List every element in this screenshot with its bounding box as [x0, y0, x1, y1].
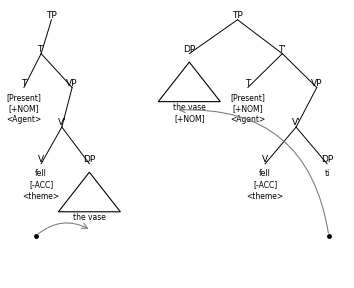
Text: [Present]
[+NOM]
<Agent>: [Present] [+NOM] <Agent>: [6, 93, 41, 124]
Text: TP: TP: [232, 11, 243, 20]
Text: V: V: [262, 155, 268, 164]
Text: T: T: [245, 79, 251, 88]
Text: fell
[-ACC]
<theme>: fell [-ACC] <theme>: [23, 169, 60, 201]
Text: the vase
[+NOM]: the vase [+NOM]: [173, 103, 206, 123]
Text: T': T': [37, 45, 45, 54]
Text: TP: TP: [46, 11, 57, 20]
Text: the vase: the vase: [73, 213, 106, 222]
Text: fell
[-ACC]
<theme>: fell [-ACC] <theme>: [246, 169, 284, 201]
Text: DP: DP: [321, 155, 333, 164]
Text: V: V: [38, 155, 44, 164]
Text: DP: DP: [83, 155, 96, 164]
Text: DP: DP: [183, 45, 195, 54]
Text: V': V': [57, 118, 66, 127]
Text: T: T: [21, 79, 27, 88]
Text: VP: VP: [67, 79, 78, 88]
Text: ti: ti: [324, 169, 330, 179]
Text: [Present]
[+NOM]
<Agent>: [Present] [+NOM] <Agent>: [230, 93, 266, 124]
Text: T': T': [278, 45, 286, 54]
Text: VP: VP: [311, 79, 322, 88]
Text: V': V': [292, 118, 301, 127]
